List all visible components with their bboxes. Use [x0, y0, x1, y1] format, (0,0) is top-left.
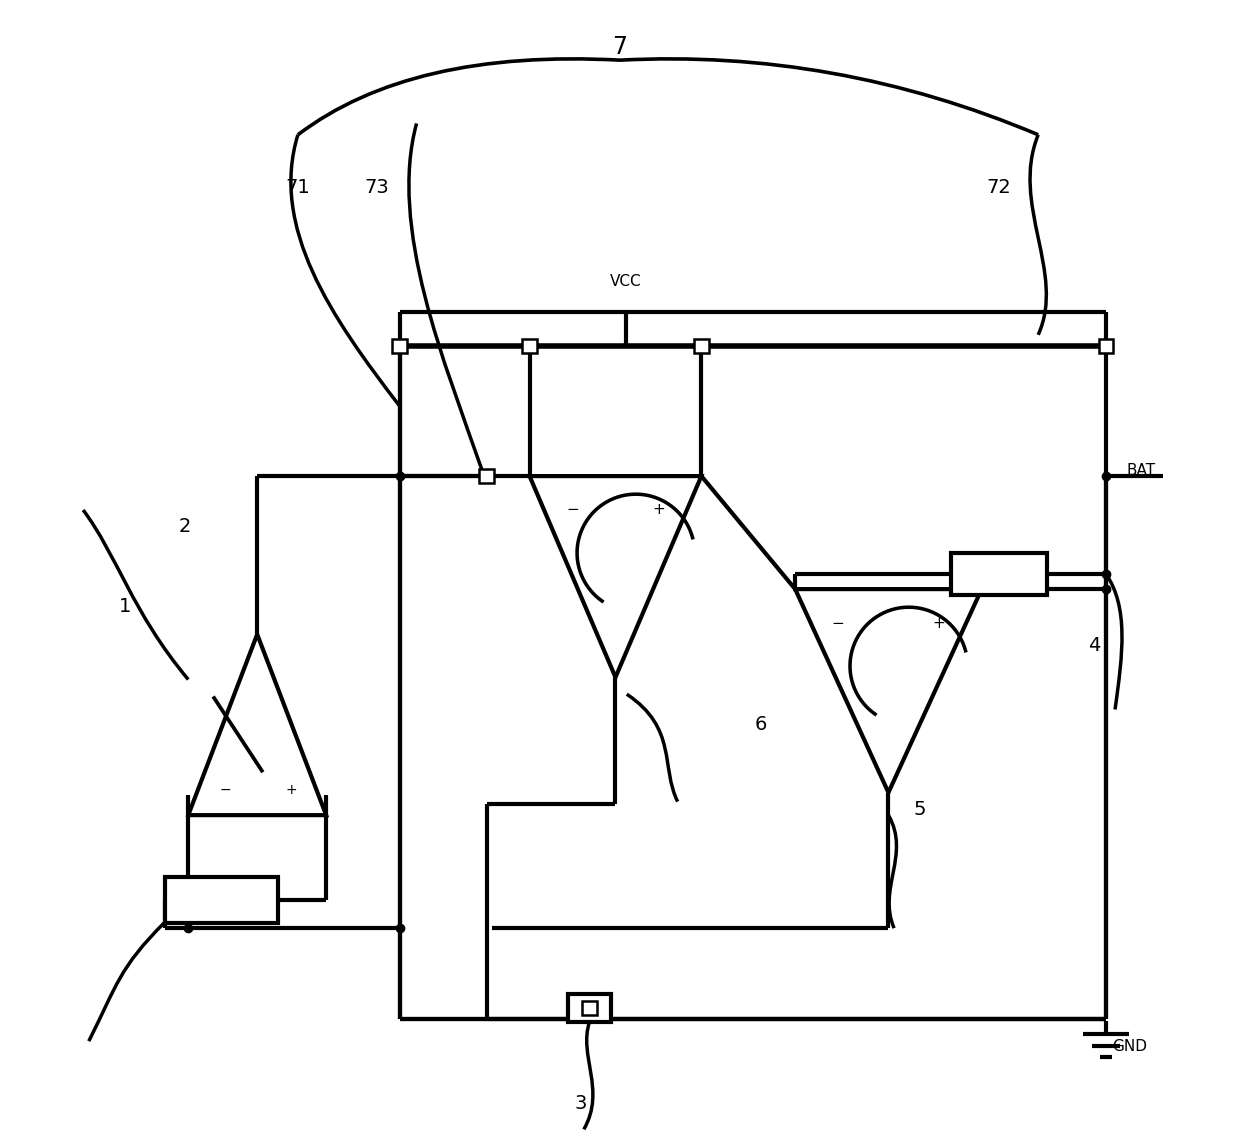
Bar [392, 339, 407, 353]
Text: 3: 3 [574, 1093, 587, 1113]
Text: −: − [219, 783, 232, 798]
Bar [165, 877, 278, 922]
Text: 2: 2 [179, 518, 191, 536]
Text: GND: GND [1111, 1039, 1147, 1055]
Text: +: + [652, 503, 665, 518]
Bar [582, 1000, 596, 1015]
Bar [522, 339, 537, 353]
Text: +: + [285, 783, 296, 798]
Text: 4: 4 [1089, 636, 1101, 655]
Bar [951, 553, 1048, 595]
Bar [568, 994, 611, 1022]
Text: 6: 6 [755, 715, 768, 734]
Text: 5: 5 [913, 800, 926, 819]
Bar [1099, 339, 1114, 353]
Bar [694, 339, 709, 353]
Text: 72: 72 [986, 178, 1011, 197]
Text: BAT: BAT [1126, 463, 1156, 478]
Bar [480, 469, 494, 484]
Text: +: + [932, 615, 945, 630]
Text: 1: 1 [119, 597, 131, 615]
Text: −: − [567, 503, 579, 518]
Text: 73: 73 [365, 178, 389, 197]
Text: −: − [832, 615, 844, 630]
Text: 71: 71 [285, 178, 310, 197]
Text: VCC: VCC [610, 274, 641, 289]
Text: 7: 7 [613, 35, 627, 59]
